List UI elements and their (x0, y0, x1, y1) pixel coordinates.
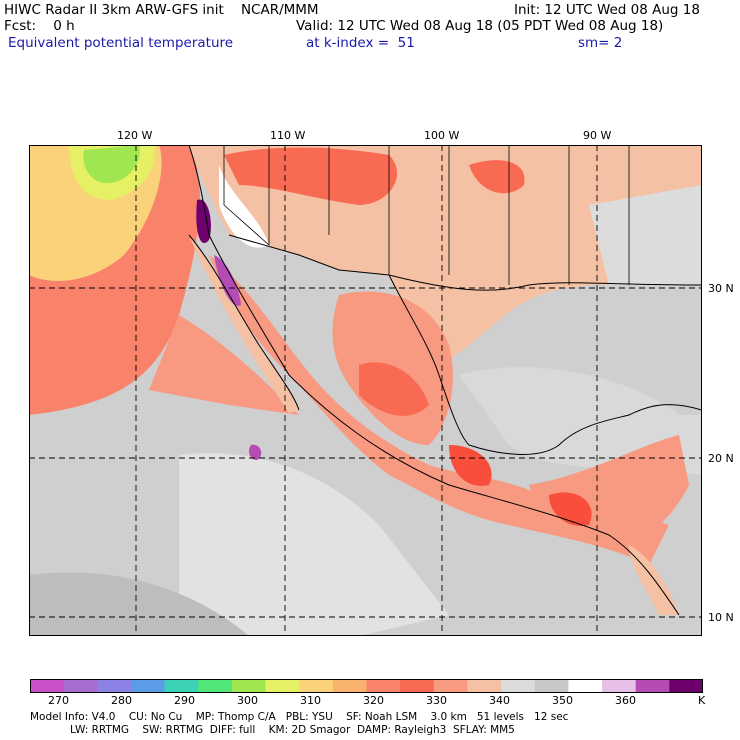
colorbar-swatch (30, 679, 65, 693)
colorbar-swatch (198, 679, 233, 693)
colorbar-unit: K (698, 694, 706, 707)
baja-offshore-region (149, 315, 299, 415)
model-info-line1: Model Info: V4.0 CU: No Cu MP: Thomp C/A… (30, 711, 569, 723)
colorbar-swatch (332, 679, 367, 693)
pacific-coastline (188, 145, 680, 616)
colorbar-swatch (467, 679, 502, 693)
colorbar-tick-label: 340 (489, 694, 510, 707)
gulf-coastline (388, 274, 702, 455)
init-time: Init: 12 UTC Wed 08 Aug 18 (514, 2, 700, 18)
colorbar-swatch (130, 679, 166, 693)
colorbar (30, 679, 703, 693)
colorbar-swatch (635, 679, 670, 693)
valid-time: Valid: 12 UTC Wed 08 Aug 18 (05 PDT Wed … (296, 18, 664, 34)
forecast-hour: Fcst: 0 h (4, 18, 75, 34)
map-frame (29, 145, 702, 636)
colorbar-tick-label: 330 (426, 694, 447, 707)
central-mexico-hot-spot (449, 445, 492, 486)
us-mexico-border (228, 234, 390, 276)
level-label: at k-index = 51 (306, 35, 415, 51)
sierra-cool-region (219, 165, 269, 248)
lat-label-20n: 20 N (708, 452, 734, 465)
colorbar-tick-label: 300 (237, 694, 258, 707)
lon-label-120w: 120 W (117, 129, 153, 142)
colorbar-swatch (63, 679, 98, 693)
state-borders (223, 145, 630, 285)
pacific-green-region (83, 145, 140, 184)
gulf-of-california-high (196, 199, 211, 244)
field-name: Equivalent potential temperature (8, 35, 234, 51)
colorbar-tick-label: 310 (300, 694, 321, 707)
colorbar-swatch (265, 679, 300, 693)
lon-label-100w: 100 W (424, 129, 460, 142)
colorbar-frame (30, 679, 703, 693)
lat-label-30n: 30 N (708, 282, 734, 295)
smoothing-label: sm= 2 (578, 35, 623, 51)
weather-map (29, 145, 702, 636)
model-info-line2: LW: RRTMG SW: RRTMG DIFF: full KM: 2D Sm… (30, 724, 515, 736)
baja-coastline (188, 234, 300, 411)
lat-label-10n: 10 N (708, 611, 734, 624)
colorbar-swatch (164, 679, 199, 693)
plateau-warm-region (359, 362, 429, 416)
lat-lon-grid (29, 145, 702, 636)
colorbar-swatch (433, 679, 468, 693)
southeast-gray-region (589, 185, 702, 285)
colorbar-swatch (602, 679, 637, 693)
colorbar-swatch (501, 679, 536, 693)
colorbar-tick-label: 350 (552, 694, 573, 707)
colorbar-swatch (534, 679, 569, 693)
colorbar-tick-label: 280 (111, 694, 132, 707)
colorbar-swatch (568, 679, 603, 693)
southwest-warm-region (224, 147, 398, 205)
colorbar-tick-label: 290 (174, 694, 195, 707)
usa-landmass (189, 145, 702, 365)
ocean-light-patch (179, 453, 449, 636)
colorbar-swatch (400, 679, 435, 693)
title-line: HIWC Radar II 3km ARW-GFS init NCAR/MMM (4, 2, 319, 18)
ocean-dark-patch (29, 572, 249, 636)
us-gulf-coast (388, 274, 702, 291)
lon-label-90w: 90 W (583, 129, 612, 142)
colorbar-tick-label: 270 (48, 694, 69, 707)
baja-peninsula (189, 235, 299, 413)
lon-label-110w: 110 W (270, 129, 306, 142)
colorbar-tick-label: 360 (615, 694, 636, 707)
colorbar-tick-label: 320 (363, 694, 384, 707)
colorbar-swatch (97, 679, 132, 693)
plains-warm-spot (469, 160, 525, 194)
colorbar-swatch (299, 679, 334, 693)
offshore-purple-spot (249, 444, 262, 460)
colorbar-swatch (669, 679, 703, 693)
colorbar-swatch (366, 679, 401, 693)
colorbar-swatch (231, 679, 267, 693)
gulf-of-california-mid (214, 255, 241, 306)
